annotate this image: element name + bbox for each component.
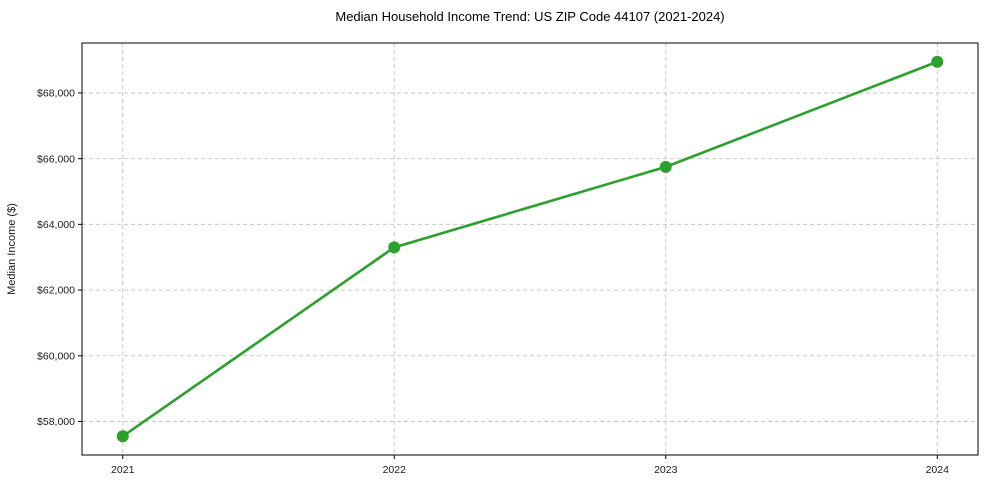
y-tick-label: $64,000: [37, 219, 75, 231]
y-tick-label: $62,000: [37, 285, 75, 297]
series-layer: [116, 55, 944, 443]
y-tick-label: $60,000: [37, 350, 75, 362]
y-tick-label: $68,000: [37, 88, 75, 100]
y-tick-label: $66,000: [37, 153, 75, 165]
trend-line: [121, 60, 939, 438]
data-point-2021: [116, 430, 129, 443]
y-tick-label: $58,000: [37, 416, 75, 428]
data-point-2024: [931, 55, 944, 68]
x-tick-label: 2021: [111, 464, 135, 476]
data-point-2022: [388, 241, 401, 254]
x-tick-label: 2023: [654, 464, 678, 476]
y-axis-label: Median Income ($): [6, 203, 18, 295]
data-point-2023: [659, 160, 672, 173]
chart-title: Median Household Income Trend: US ZIP Co…: [335, 9, 724, 24]
grid-layer: [82, 43, 978, 455]
tick-layer: $58,000 $60,000 $62,000 $64,000 $66,000 $68,0…: [37, 88, 949, 476]
x-tick-label: 2024: [926, 464, 950, 476]
x-tick-label: 2022: [383, 464, 407, 476]
plot-area-border: [81, 42, 979, 456]
